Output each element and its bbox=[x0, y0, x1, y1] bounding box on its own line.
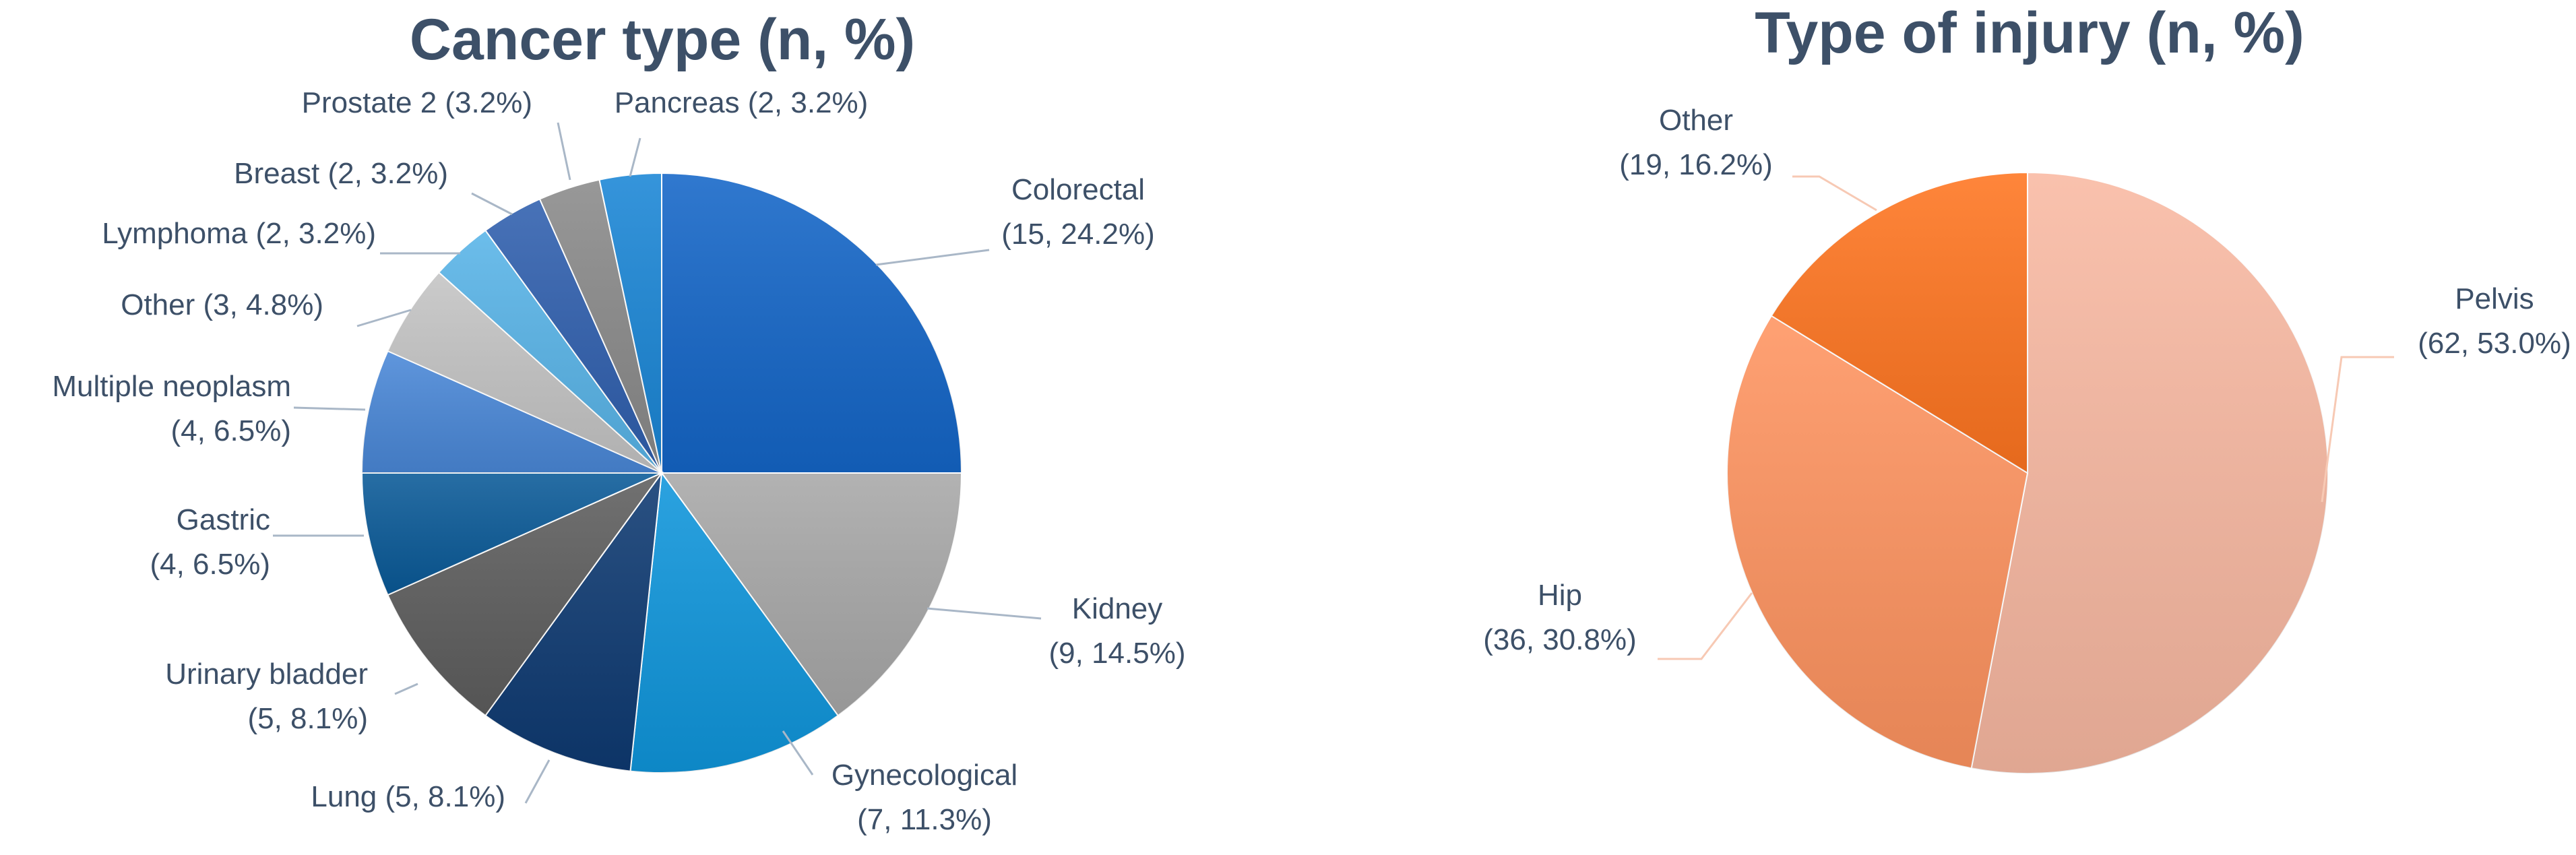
slice-label-other-leader-line bbox=[1792, 175, 1877, 212]
slice-label-colorectal-line: (15, 24.2%) bbox=[1001, 218, 1154, 251]
pie-chart-type-of-injury: Pelvis (62, 53.0%) Hip (36, 30.8%) Other (19,… bbox=[1483, 104, 2571, 774]
pie-slice-lymphoma-shade bbox=[439, 230, 662, 473]
slice-label-breast-leader-line bbox=[471, 192, 513, 216]
pie-slice-breast-shade bbox=[485, 199, 662, 473]
slice-label-pelvis-line: Pelvis bbox=[2455, 282, 2534, 315]
pie-slice-gastric-shade bbox=[362, 473, 662, 595]
slice-label-breast: Breast (2, 3.2%) bbox=[234, 157, 448, 190]
pie-slice-urinary-bladder-shade bbox=[387, 473, 662, 716]
pie-slice-kidney-shade bbox=[662, 473, 962, 716]
slice-label-other: Other (3, 4.8%) bbox=[121, 288, 323, 321]
slice-label-pancreas-line: Pancreas (2, 3.2%) bbox=[615, 86, 869, 119]
slice-label-gynecological-leader-line bbox=[782, 730, 814, 775]
pie-slice-other-shade bbox=[387, 272, 662, 473]
slice-label-prostate: Prostate 2 (3.2%) bbox=[302, 86, 532, 119]
pie-slice-prostate-shade bbox=[540, 179, 662, 473]
slice-label-kidney-line: Kidney bbox=[1072, 592, 1163, 625]
slice-label-kidney-leader-line bbox=[926, 607, 1042, 620]
pie-slice-pancreas-shade bbox=[599, 173, 662, 473]
slice-label-hip-line: (36, 30.8%) bbox=[1483, 623, 1636, 656]
slice-label-hip-leader-line bbox=[1658, 592, 1753, 660]
chart-title-cancer-type: Cancer type (n, %) bbox=[410, 7, 915, 72]
slice-label-prostate-leader-line bbox=[557, 122, 571, 181]
slice-label-multiple-neoplasm-line: Multiple neoplasm bbox=[52, 370, 291, 403]
pie-slice-gynecological-shade bbox=[630, 473, 838, 773]
pie-slice-pelvis-shade bbox=[1971, 172, 2329, 773]
slice-label-lymphoma-line: Lymphoma (2, 3.2%) bbox=[102, 217, 376, 250]
slice-label-other-line: (19, 16.2%) bbox=[1619, 148, 1772, 181]
slice-label-urinary-bladder: Urinary bladder (5, 8.1%) bbox=[165, 658, 368, 735]
slice-label-colorectal-leader-line bbox=[875, 249, 990, 266]
slice-label-lung-line: Lung (5, 8.1%) bbox=[311, 780, 505, 813]
pie-chart-cancer-type: Colorectal (15, 24.2%) Kidney (9, 14.5%) Gyn… bbox=[52, 86, 1185, 836]
slice-label-gastric-line: Gastric bbox=[177, 503, 270, 536]
slice-label-prostate-line: Prostate 2 (3.2%) bbox=[302, 86, 532, 119]
slice-label-urinary-bladder-line: Urinary bladder bbox=[165, 658, 368, 691]
slice-label-pelvis: Pelvis (62, 53.0%) bbox=[2418, 282, 2571, 360]
slice-label-lymphoma: Lymphoma (2, 3.2%) bbox=[102, 217, 376, 250]
slice-label-colorectal: Colorectal (15, 24.2%) bbox=[1001, 173, 1154, 251]
slice-label-kidney: Kidney (9, 14.5%) bbox=[1049, 592, 1186, 670]
slice-label-pelvis-line: (62, 53.0%) bbox=[2418, 327, 2571, 360]
slice-label-gynecological-line: (7, 11.3%) bbox=[857, 803, 992, 836]
slice-label-lung: Lung (5, 8.1%) bbox=[311, 780, 505, 813]
slice-label-multiple-neoplasm: Multiple neoplasm (4, 6.5%) bbox=[52, 370, 291, 447]
pie-slice-colorectal-shade bbox=[662, 173, 962, 473]
slice-label-hip-line: Hip bbox=[1538, 579, 1582, 612]
slice-label-multiple-neoplasm-line: (4, 6.5%) bbox=[170, 414, 291, 447]
slice-label-urinary-bladder-line: (5, 8.1%) bbox=[247, 702, 368, 735]
slice-label-pancreas: Pancreas (2, 3.2%) bbox=[615, 86, 869, 119]
slice-label-colorectal-line: Colorectal bbox=[1011, 173, 1145, 206]
slice-label-hip: Hip (36, 30.8%) bbox=[1483, 579, 1636, 656]
slice-label-gastric-line: (4, 6.5%) bbox=[150, 548, 270, 581]
pie-slice-hip-shade bbox=[1727, 315, 2028, 769]
slice-label-other-line: Other bbox=[1659, 104, 1733, 137]
slice-label-kidney-line: (9, 14.5%) bbox=[1049, 637, 1186, 670]
chart-title-type-of-injury: Type of injury (n, %) bbox=[1755, 1, 2304, 65]
slice-label-urinary-bladder-leader-line bbox=[394, 683, 418, 695]
pie-slice-other-shade bbox=[1771, 172, 2028, 473]
slice-label-other: Other (19, 16.2%) bbox=[1619, 104, 1772, 181]
slice-label-pancreas-leader-line bbox=[629, 137, 641, 177]
slice-label-other-leader-line bbox=[356, 309, 412, 327]
slice-label-gastric: Gastric (4, 6.5%) bbox=[150, 503, 270, 581]
slice-label-lung-leader-line bbox=[524, 759, 551, 804]
slice-label-pelvis-leader-line bbox=[2321, 356, 2394, 503]
slice-label-other-line: Other (3, 4.8%) bbox=[121, 288, 323, 321]
pie-slice-lung-shade bbox=[485, 473, 662, 771]
pie-slice-multiple-neoplasm-shade bbox=[362, 351, 662, 473]
slice-label-breast-line: Breast (2, 3.2%) bbox=[234, 157, 448, 190]
slice-label-gynecological-line: Gynecological bbox=[831, 759, 1017, 792]
slice-label-gynecological: Gynecological (7, 11.3%) bbox=[831, 759, 1017, 836]
slice-label-multiple-neoplasm-leader-line bbox=[293, 406, 366, 411]
